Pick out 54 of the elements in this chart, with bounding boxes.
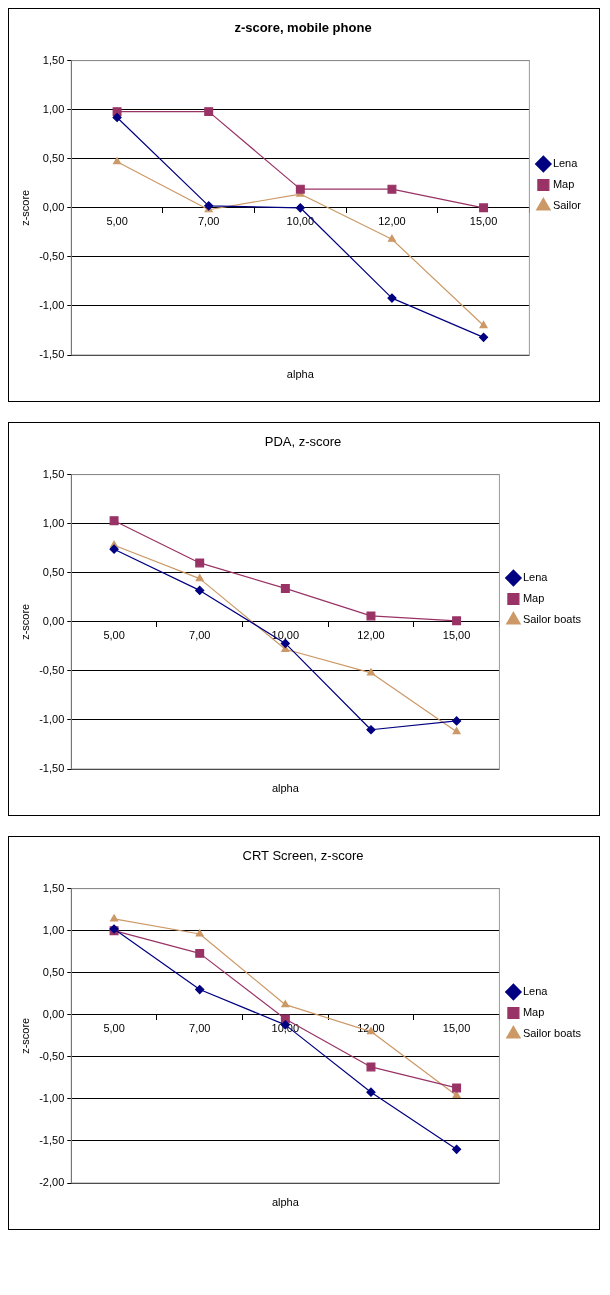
y-axis-title: z-score — [18, 603, 31, 640]
y-tick-label: -0,50 — [39, 1049, 65, 1062]
y-tick-label: -1,50 — [39, 762, 65, 775]
legend-label: Sailor — [552, 199, 582, 212]
y-tick-label: -1,00 — [39, 298, 65, 311]
legend-label: Map — [522, 1006, 545, 1019]
x-axis-title: alpha — [271, 1195, 300, 1208]
y-tick-label: 0,50 — [42, 151, 65, 164]
legend-label: Lena — [552, 157, 579, 170]
y-tick-label: 1,50 — [42, 53, 65, 66]
x-tick-label: 5,00 — [106, 215, 128, 228]
chart-title: PDA, z-score — [264, 434, 342, 450]
x-tick-label: 12,00 — [357, 1022, 385, 1035]
y-tick-label: -0,50 — [39, 249, 65, 262]
x-axis-title: alpha — [271, 781, 300, 794]
legend-label: Sailor boats — [522, 1027, 582, 1040]
y-axis-title: z-score — [18, 1017, 31, 1054]
y-tick-label: 1,50 — [42, 467, 65, 480]
y-tick-label: 1,50 — [42, 881, 65, 894]
y-tick-label: 1,00 — [42, 923, 65, 936]
y-tick-label: -1,50 — [39, 1133, 65, 1146]
legend-label: Map — [552, 178, 575, 191]
chart-title: CRT Screen, z-score — [242, 848, 364, 864]
x-tick-label: 5,00 — [103, 1022, 125, 1035]
x-tick-label: 15,00 — [442, 629, 471, 642]
y-tick-label: 0,00 — [42, 1007, 65, 1020]
y-tick-label: 0,00 — [42, 200, 65, 213]
x-tick-label: 15,00 — [442, 1022, 471, 1035]
y-tick-label: -1,00 — [39, 712, 65, 725]
x-tick-label: 12,00 — [378, 215, 406, 228]
y-axis-title: z-score — [18, 189, 31, 226]
x-tick-label: 5,00 — [103, 629, 125, 642]
y-tick-label: -0,50 — [39, 663, 65, 676]
y-tick-label: 0,50 — [42, 965, 65, 978]
y-tick-label: -2,00 — [39, 1176, 65, 1189]
legend-label: Map — [522, 592, 545, 605]
legend-label: Lena — [522, 571, 549, 584]
x-tick-label: 12,00 — [357, 629, 385, 642]
y-tick-label: -1,50 — [39, 348, 65, 361]
y-tick-label: -1,00 — [39, 1091, 65, 1104]
legend-label: Sailor boats — [522, 613, 582, 626]
x-tick-label: 7,00 — [197, 215, 220, 228]
x-tick-label: 10,00 — [286, 215, 315, 228]
x-tick-label: 10,00 — [271, 629, 300, 642]
y-tick-label: 0,50 — [42, 565, 65, 578]
y-tick-label: 0,00 — [42, 614, 65, 627]
x-tick-label: 7,00 — [189, 1022, 211, 1035]
chart-title: z-score, mobile phone — [234, 20, 372, 36]
y-tick-label: 1,00 — [42, 516, 65, 529]
x-axis-title: alpha — [286, 367, 315, 380]
x-tick-label: 15,00 — [469, 215, 498, 228]
y-tick-label: 1,00 — [42, 102, 65, 115]
x-tick-label: 7,00 — [189, 629, 211, 642]
legend-label: Lena — [522, 985, 549, 998]
